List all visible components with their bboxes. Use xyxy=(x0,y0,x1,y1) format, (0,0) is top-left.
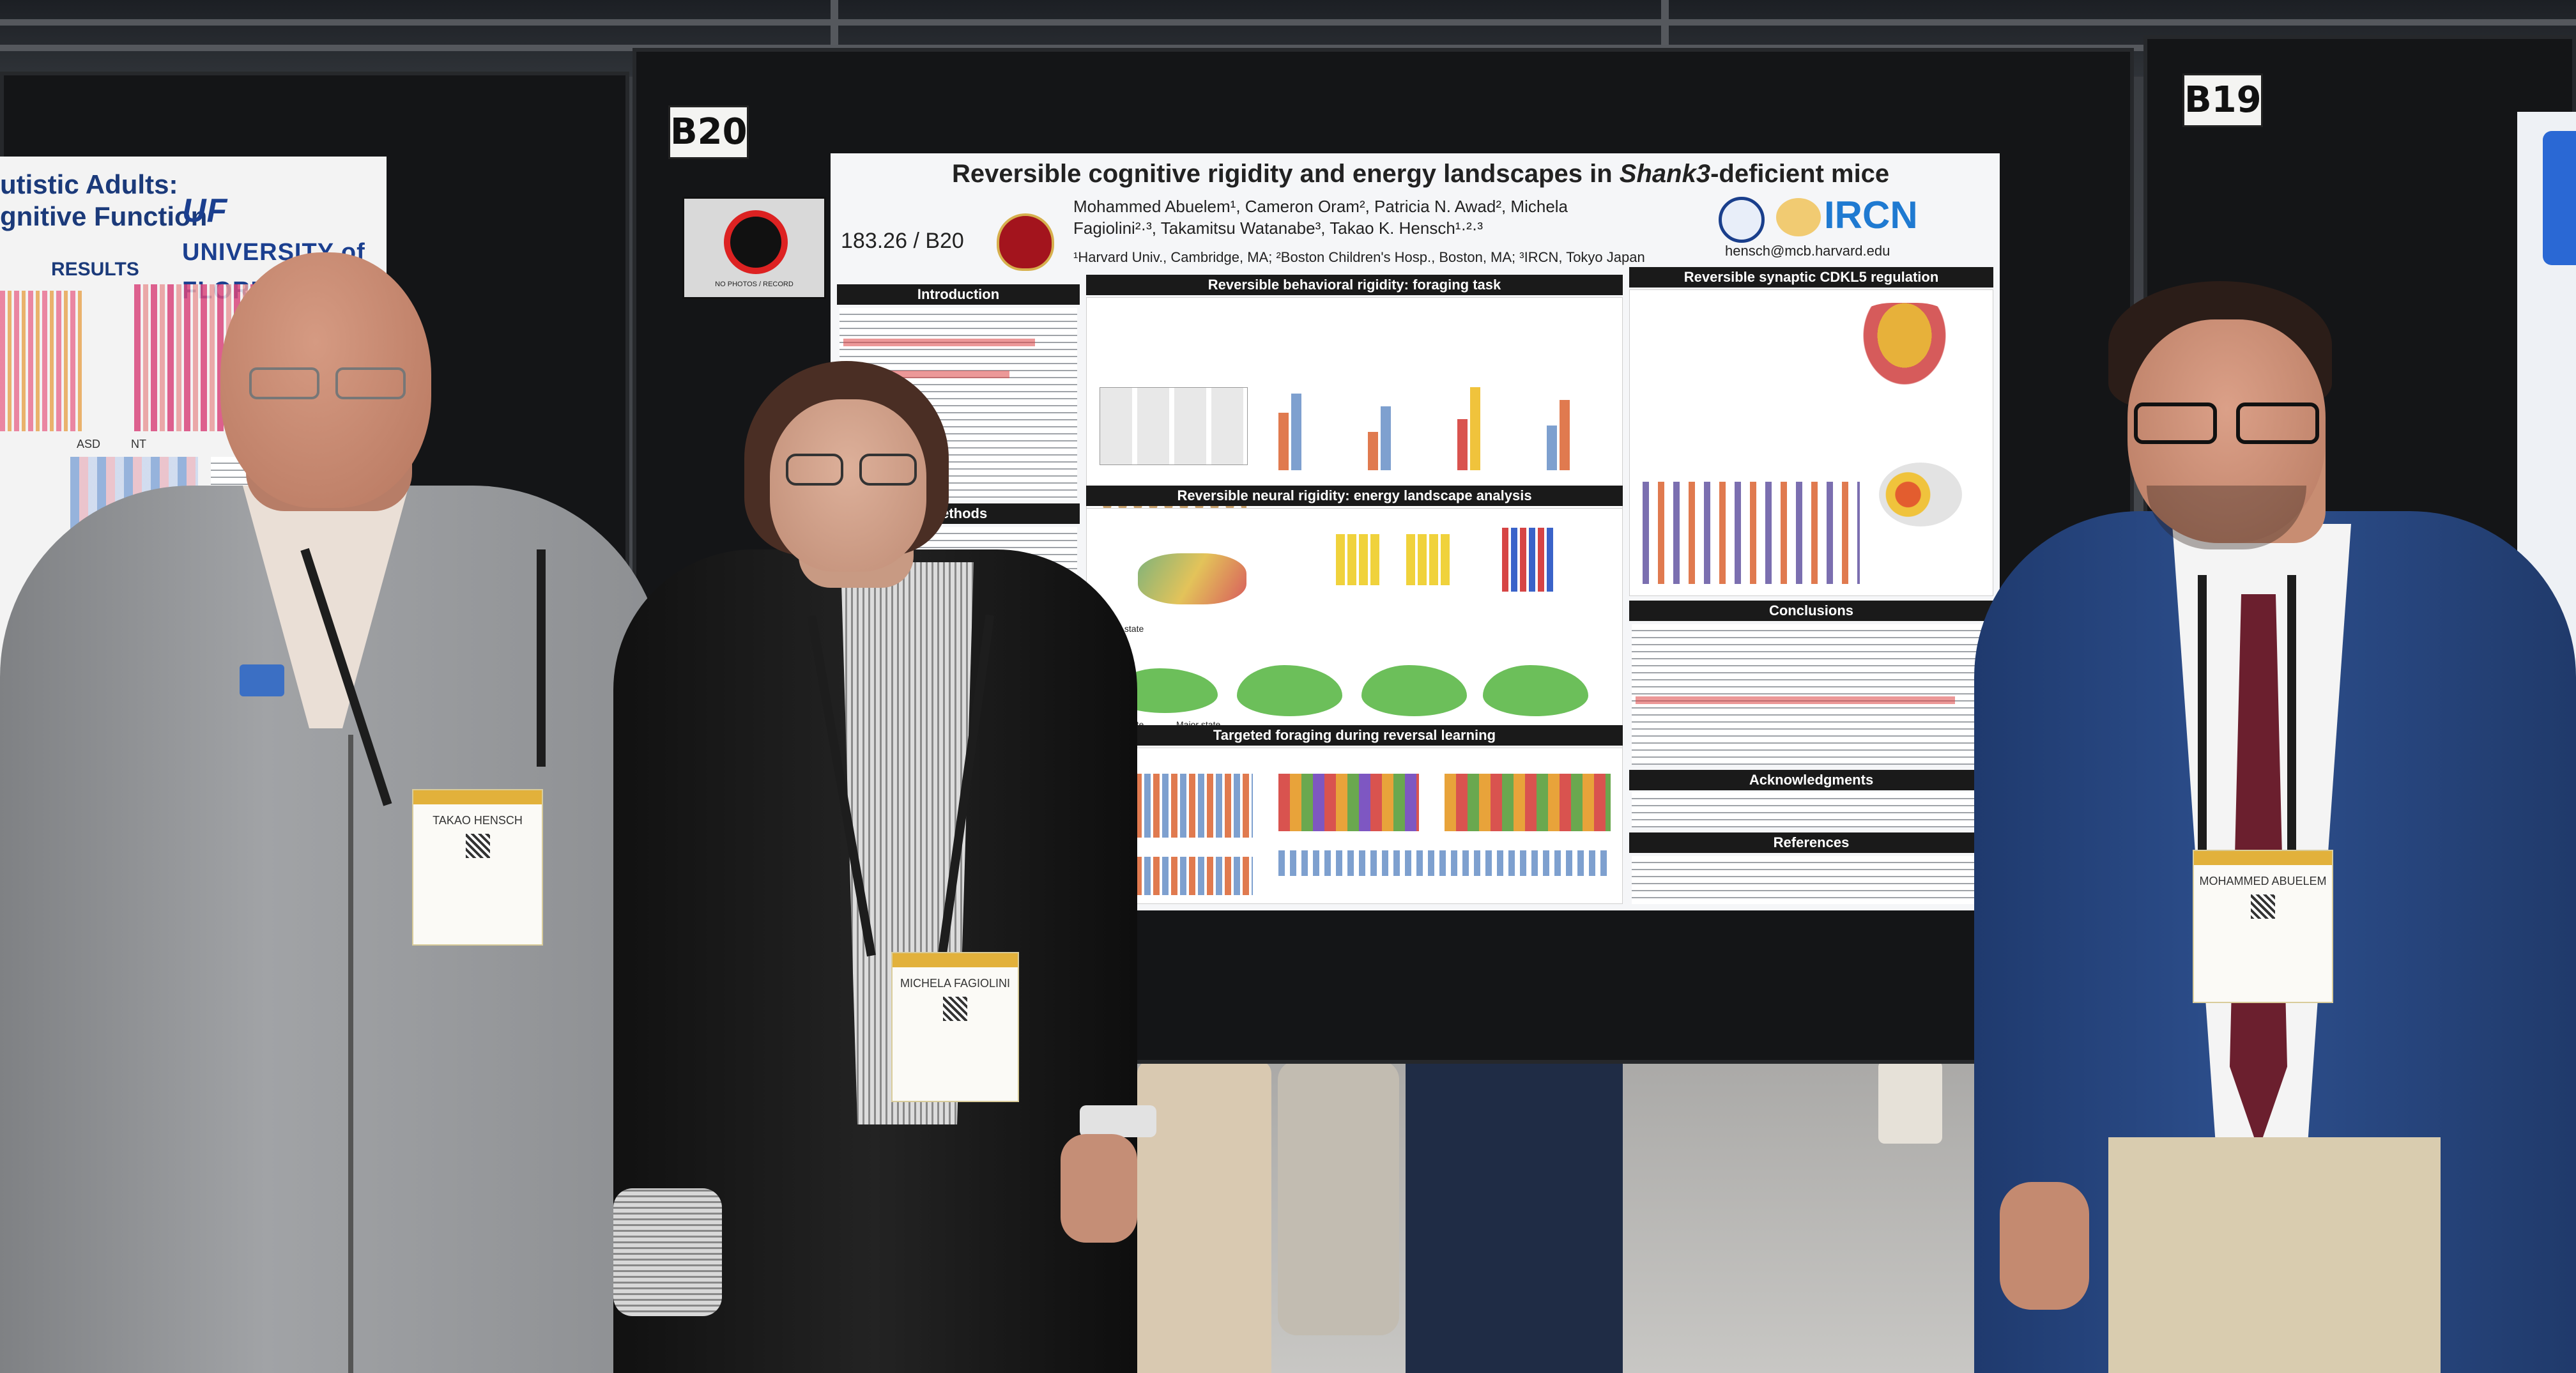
section-introduction: Introduction xyxy=(837,284,1080,305)
neuron-diagram xyxy=(1841,303,1968,411)
ircn-logo: IRCN xyxy=(1824,194,1918,236)
glasses-icon xyxy=(335,367,406,399)
heatmap xyxy=(1278,774,1419,831)
poster-title-suffix: -deficient mice xyxy=(1710,160,1890,188)
poster-title-gene: Shank3 xyxy=(1619,160,1711,188)
name-badge-left: TAKAO HENSCH xyxy=(412,789,543,946)
background-person-trousers xyxy=(1406,1061,1623,1373)
brain-logo-icon xyxy=(1776,198,1821,236)
no-photo-sign-text: NO PHOTOS / RECORD xyxy=(715,280,793,288)
poster-affiliations: ¹Harvard Univ., Cambridge, MA; ²Boston C… xyxy=(1073,249,1645,265)
hand xyxy=(1061,1134,1137,1243)
section-energy-landscape: Reversible neural rigidity: energy lands… xyxy=(1086,486,1623,506)
conclusions-text xyxy=(1632,624,1991,765)
poster-title: Reversible cognitive rigidity and energy… xyxy=(952,160,1889,188)
energy-landscape-surface xyxy=(1237,665,1342,716)
badge-name: MOHAMMED ABUELEM xyxy=(2199,875,2327,887)
landscape-bar-chart xyxy=(1502,528,1553,592)
glasses-icon xyxy=(2236,403,2319,444)
section-references: References xyxy=(1629,832,1993,853)
left-poster-results-heading: RESULTS xyxy=(51,259,139,280)
glasses-icon xyxy=(2134,403,2217,444)
qr-code-icon xyxy=(2251,894,2275,919)
acknowledgments-text xyxy=(1632,792,1991,827)
qr-code-icon xyxy=(465,834,490,858)
section-foraging-task: Reversible behavioral rigidity: foraging… xyxy=(1086,275,1623,295)
glasses-icon xyxy=(249,367,319,399)
section-cdkl5: Reversible synaptic CDKL5 regulation xyxy=(1629,267,1993,288)
research-poster: Reversible cognitive rigidity and energy… xyxy=(831,153,2000,910)
glasses-icon xyxy=(786,454,843,486)
cdkl5-panel xyxy=(1629,289,1993,596)
glasses-icon xyxy=(859,454,917,486)
left-poster-chart xyxy=(0,291,83,431)
energy-landscape-surface xyxy=(1483,665,1588,716)
name-badge-middle: MICHELA FAGIOLINI xyxy=(891,952,1019,1102)
maze-diagram xyxy=(1100,387,1248,465)
landscape-bar-chart xyxy=(1406,534,1451,585)
uf-logo-mark: UF xyxy=(182,192,228,229)
left-poster-asd-label: ASD xyxy=(77,438,101,450)
jacket-zipper xyxy=(348,735,353,1373)
lanyard xyxy=(230,548,546,806)
references-text xyxy=(1632,856,1991,904)
face xyxy=(220,252,431,508)
poster-id: 183.26 / B20 xyxy=(841,229,964,253)
lanyard xyxy=(2287,575,2296,850)
landscape-3d-plot xyxy=(1138,553,1246,604)
left-poster-title-line1: utistic Adults: xyxy=(0,169,178,199)
section-acknowledgments: Acknowledgments xyxy=(1629,770,1993,790)
section-targeted-foraging: Targeted foraging during reversal learni… xyxy=(1086,725,1623,746)
targeted-bar-chart xyxy=(1278,850,1611,876)
poster-authors: Mohammed Abuelem¹, Cameron Oram², Patric… xyxy=(1073,197,1568,238)
khaki-trousers xyxy=(2108,1137,2441,1373)
section-conclusions: Conclusions xyxy=(1629,601,1993,621)
hand xyxy=(2000,1182,2089,1310)
background-bag xyxy=(1878,1061,1942,1144)
highlighted-text xyxy=(1636,696,1955,704)
heatmap xyxy=(1445,774,1611,831)
no-camera-icon xyxy=(724,210,788,274)
sfn-logo-patch xyxy=(240,664,284,696)
left-poster-nt-label: NT xyxy=(131,438,146,450)
badge-name: MICHELA FAGIOLINI xyxy=(900,977,1011,990)
foraging-bar-charts xyxy=(1266,349,1611,470)
background-person-bag xyxy=(1278,1061,1399,1335)
left-poster-title-line2: gnitive Function xyxy=(0,201,208,231)
background-person-legs xyxy=(1137,1061,1271,1373)
highlighted-text xyxy=(843,339,1035,346)
harvard-crest-icon xyxy=(997,213,1054,271)
qr-code-icon xyxy=(943,997,967,1021)
cdkl5-bar-charts xyxy=(1643,482,1860,584)
name-badge-right: MOHAMMED ABUELEM xyxy=(2193,850,2333,1003)
face xyxy=(770,399,926,572)
brain-diagram xyxy=(1879,463,1962,526)
poster-title-prefix: Reversible cognitive rigidity and energy… xyxy=(952,160,1620,188)
board-label-b20: B20 xyxy=(668,105,749,159)
lanyard xyxy=(2198,575,2207,850)
energy-landscape-panel: Minor state Major state #2 Major state #… xyxy=(1086,508,1623,757)
blouse-sleeve xyxy=(613,1188,722,1316)
logo-fragment xyxy=(2543,131,2576,265)
landscape-bar-chart xyxy=(1336,534,1381,585)
no-photo-sign: NO PHOTOS / RECORD xyxy=(682,197,826,299)
board-label-b19: B19 xyxy=(2182,73,2263,127)
badge-name: TAKAO HENSCH xyxy=(433,814,523,827)
poster-email: hensch@mcb.harvard.edu xyxy=(1725,243,1890,259)
ceiling-truss xyxy=(0,19,2576,26)
face xyxy=(2128,319,2326,543)
institution-logo-icon xyxy=(1719,197,1765,243)
energy-landscape-surface xyxy=(1361,665,1467,716)
targeted-foraging-panel xyxy=(1086,748,1623,904)
blouse-cuff xyxy=(1080,1105,1156,1137)
